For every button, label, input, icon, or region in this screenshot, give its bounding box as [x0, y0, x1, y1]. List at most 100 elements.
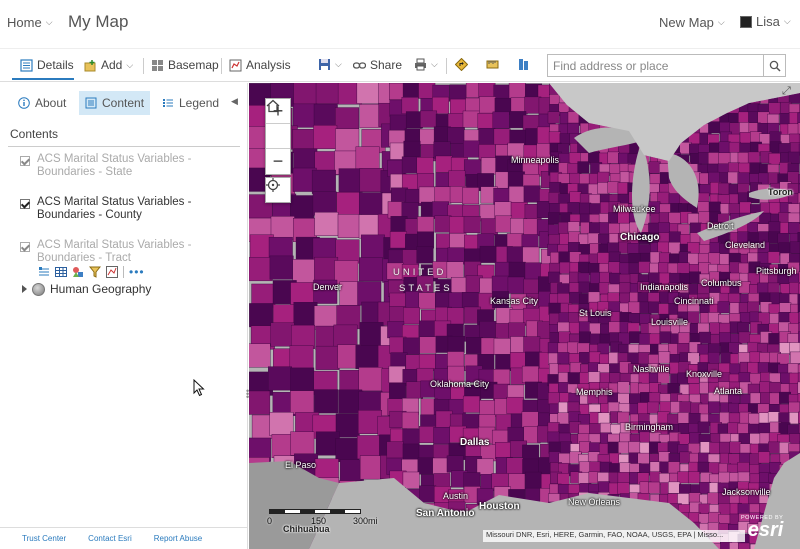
county-cell[interactable] [707, 492, 720, 505]
county-cell[interactable] [495, 442, 512, 459]
county-cell[interactable] [739, 201, 752, 214]
county-cell[interactable] [597, 182, 610, 195]
county-cell[interactable] [658, 303, 671, 316]
county-cell[interactable] [416, 246, 434, 264]
report-abuse-link[interactable]: Report Abuse [153, 534, 203, 543]
county-cell[interactable] [434, 186, 452, 204]
county-cell[interactable] [478, 83, 496, 98]
county-cell[interactable] [313, 103, 338, 128]
county-cell[interactable] [588, 151, 601, 164]
county-cell[interactable] [477, 112, 495, 130]
county-cell[interactable] [521, 365, 539, 383]
county-cell[interactable] [401, 97, 419, 114]
county-cell[interactable] [638, 333, 651, 346]
county-cell[interactable] [548, 302, 561, 315]
county-cell[interactable] [798, 174, 800, 187]
county-cell[interactable] [789, 412, 800, 425]
county-cell[interactable] [402, 337, 420, 355]
county-cell[interactable] [719, 441, 732, 454]
county-cell[interactable] [659, 331, 672, 344]
county-cell[interactable] [359, 168, 384, 192]
county-cell[interactable] [738, 542, 750, 549]
county-cell[interactable] [334, 260, 359, 285]
county-cell[interactable] [359, 257, 383, 282]
print-button[interactable]: ⌵ [414, 58, 438, 71]
county-cell[interactable] [797, 363, 800, 376]
county-cell[interactable] [249, 343, 271, 368]
expand-arrow-icon[interactable] [22, 285, 27, 293]
county-cell[interactable] [638, 352, 650, 365]
county-cell[interactable] [549, 181, 562, 194]
county-cell[interactable] [356, 435, 381, 460]
county-cell[interactable] [481, 157, 498, 175]
county-cell[interactable] [418, 186, 436, 204]
county-cell[interactable] [697, 421, 710, 434]
county-cell[interactable] [290, 195, 314, 220]
county-cell[interactable] [759, 381, 772, 394]
county-cell[interactable] [798, 311, 800, 324]
county-cell[interactable] [416, 157, 434, 174]
county-cell[interactable] [648, 161, 661, 174]
layer-visibility-checkbox[interactable] [20, 199, 30, 209]
county-cell[interactable] [768, 441, 781, 454]
county-cell[interactable] [269, 412, 294, 436]
county-cell[interactable] [311, 169, 336, 194]
county-cell[interactable] [290, 431, 315, 456]
county-cell[interactable] [768, 221, 781, 234]
choropleth-map[interactable] [249, 83, 800, 549]
county-cell[interactable] [558, 251, 571, 264]
county-cell[interactable] [790, 351, 800, 364]
county-cell[interactable] [523, 278, 541, 296]
county-cell[interactable] [568, 231, 581, 244]
county-cell[interactable] [768, 102, 781, 115]
county-cell[interactable] [249, 303, 274, 328]
county-cell[interactable] [290, 390, 315, 415]
table-icon[interactable] [55, 266, 67, 278]
county-cell[interactable] [578, 321, 591, 334]
county-cell[interactable] [419, 426, 436, 444]
county-cell[interactable] [717, 301, 730, 314]
details-button[interactable]: Details [20, 58, 74, 72]
county-cell[interactable] [578, 472, 591, 485]
county-cell[interactable] [522, 246, 540, 264]
county-cell[interactable] [446, 455, 464, 473]
county-cell[interactable] [597, 171, 610, 184]
county-cell[interactable] [647, 401, 660, 414]
county-cell[interactable] [338, 168, 363, 193]
county-cell[interactable] [658, 222, 670, 235]
county-cell[interactable] [270, 216, 295, 241]
county-cell[interactable] [637, 452, 650, 465]
home-extent-button[interactable] [266, 99, 290, 149]
county-cell[interactable] [495, 354, 513, 371]
county-cell[interactable] [729, 441, 742, 454]
county-cell[interactable] [789, 241, 800, 254]
county-cell[interactable] [479, 321, 497, 338]
county-cell[interactable] [558, 331, 571, 344]
county-cell[interactable] [335, 128, 360, 153]
county-cell[interactable] [739, 132, 752, 145]
county-cell[interactable] [649, 333, 661, 346]
county-cell[interactable] [249, 257, 273, 282]
county-cell[interactable] [389, 231, 407, 249]
county-cell[interactable] [557, 352, 570, 365]
county-cell[interactable] [386, 441, 404, 459]
county-cell[interactable] [787, 123, 800, 136]
county-cell[interactable] [547, 111, 560, 124]
county-cell[interactable] [406, 381, 423, 399]
bookmarks-button[interactable] [517, 58, 530, 71]
county-cell[interactable] [389, 114, 407, 132]
county-cell[interactable] [758, 451, 770, 464]
county-cell[interactable] [797, 294, 800, 306]
new-map-menu[interactable]: New Map ⌵ [659, 15, 725, 30]
county-cell[interactable] [449, 84, 467, 102]
layer-item-county[interactable]: ACS Marital Status Variables - Boundarie… [20, 196, 227, 222]
county-cell[interactable] [767, 251, 780, 264]
county-cell[interactable] [797, 192, 800, 205]
county-cell[interactable] [432, 96, 450, 114]
county-cell[interactable] [567, 341, 580, 354]
county-cell[interactable] [358, 367, 383, 392]
county-cell[interactable] [677, 412, 690, 425]
county-cell[interactable] [506, 396, 524, 414]
county-cell[interactable] [688, 383, 701, 396]
county-cell[interactable] [747, 301, 760, 314]
